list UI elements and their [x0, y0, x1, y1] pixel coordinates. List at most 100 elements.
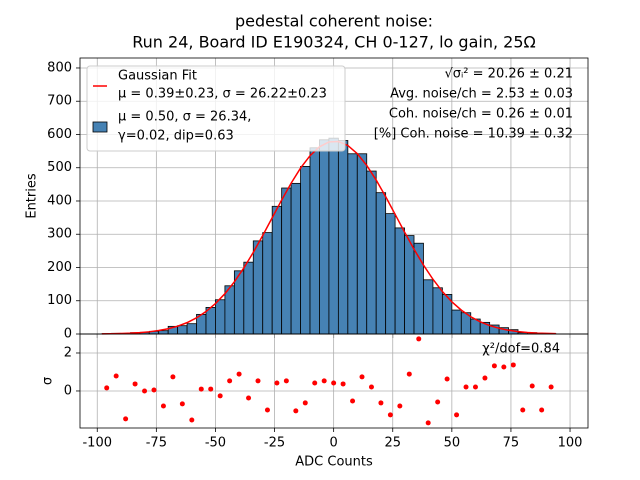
residual-point [246, 395, 252, 401]
residual-point [123, 416, 129, 422]
legend-label: Gaussian Fit [118, 69, 197, 84]
residual-point [217, 393, 223, 399]
residual-point [340, 381, 346, 387]
residual-point [312, 380, 318, 386]
x-tick-label: -50 [205, 436, 226, 451]
histogram-bar [451, 309, 462, 335]
histogram-bar [319, 139, 330, 335]
annotation: Coh. noise/ch = 0.26 ± 0.01 [389, 107, 573, 122]
residual-point [113, 373, 119, 379]
y-tick-label: 600 [47, 127, 72, 142]
residual-point [482, 375, 488, 381]
histogram-bar [158, 330, 169, 335]
histogram-bar [366, 170, 377, 335]
residual-point [302, 400, 308, 406]
residual-point [170, 374, 176, 380]
residual-point [198, 386, 204, 392]
y-tick-label: 200 [47, 260, 72, 275]
residual-point [189, 417, 195, 423]
residual-point [491, 363, 497, 369]
x-tick-label: -100 [82, 436, 112, 451]
histogram-bar [337, 140, 349, 335]
residual-point [132, 381, 138, 387]
legend-label: γ=0.02, dip=0.63 [118, 129, 234, 144]
histogram-bar [347, 153, 358, 335]
residual-point [255, 378, 261, 384]
residual-point [104, 385, 110, 391]
y-tick-label: 2 [64, 345, 72, 360]
x-tick-label: 0 [330, 436, 338, 451]
residual-point [321, 378, 327, 384]
residual-point [416, 336, 422, 342]
histogram-bar [215, 299, 226, 335]
residual-point [463, 384, 469, 390]
y-tick-label: 500 [47, 160, 72, 175]
histogram-bar [432, 287, 443, 335]
x-tick-label: 75 [503, 436, 520, 451]
residual-point [406, 371, 412, 377]
y-tick-label: 300 [47, 227, 72, 242]
y-tick-label: 700 [47, 94, 72, 109]
residual-point [444, 376, 450, 382]
axes-frame [79, 333, 589, 429]
y-tick-label: 800 [47, 60, 72, 75]
residual-point [368, 384, 374, 390]
x-tick-label: 50 [444, 436, 461, 451]
y-tick-label: 100 [47, 293, 72, 308]
residual-point [397, 403, 403, 409]
histogram-bar [290, 182, 301, 335]
residual-point [387, 412, 393, 418]
residual-point [264, 407, 270, 413]
histogram-bar [186, 323, 197, 335]
annotation: χ²/dof=0.84 [482, 342, 560, 357]
residual-point [435, 399, 441, 405]
histogram-bar [177, 325, 188, 335]
residual-point [529, 383, 535, 389]
residual-point [472, 384, 478, 390]
residual-point [520, 407, 526, 413]
residual-point [539, 407, 545, 413]
legend-label: μ = 0.39±0.23, σ = 26.22±0.23 [118, 87, 327, 102]
y-axis-label: σ [41, 377, 56, 385]
x-tick-label: 100 [558, 436, 583, 451]
residual-point [548, 384, 554, 390]
residual-point [274, 380, 280, 386]
y-tick-label: 0 [64, 327, 72, 342]
histogram-bar [309, 147, 320, 335]
residual-point [425, 420, 431, 426]
legend-box [86, 65, 346, 152]
histogram-bar [356, 153, 368, 335]
histogram-bar [205, 306, 216, 335]
histogram-bar [281, 187, 292, 335]
residual-point [236, 371, 242, 377]
annotation: [%] Coh. noise = 10.39 ± 0.32 [374, 127, 573, 142]
residual-point [142, 388, 148, 394]
residual-point [378, 400, 384, 406]
histogram-bar [385, 213, 396, 335]
legend-patch [92, 121, 108, 133]
annotation: Avg. noise/ch = 2.53 ± 0.03 [390, 87, 573, 102]
residual-point [293, 408, 299, 414]
histogram-bar [252, 240, 264, 335]
histogram-bar [394, 227, 405, 335]
residual-point [208, 386, 214, 392]
residual-point [151, 387, 157, 393]
histogram-bar [243, 261, 254, 335]
histogram-bar [328, 137, 339, 335]
x-tick-label: 25 [384, 436, 401, 451]
residual-point [331, 380, 337, 386]
y-tick-label: 0 [64, 383, 72, 398]
residual-point [179, 401, 185, 407]
residual-point [227, 378, 233, 384]
histogram-bar [375, 192, 387, 335]
x-tick-label: -25 [264, 436, 285, 451]
histogram-bar [423, 279, 434, 335]
histogram-bar [300, 166, 311, 335]
histogram-bar [404, 235, 415, 335]
residual-point [501, 364, 507, 370]
x-axis-label: ADC Counts [295, 455, 373, 470]
y-tick-label: 400 [47, 193, 72, 208]
